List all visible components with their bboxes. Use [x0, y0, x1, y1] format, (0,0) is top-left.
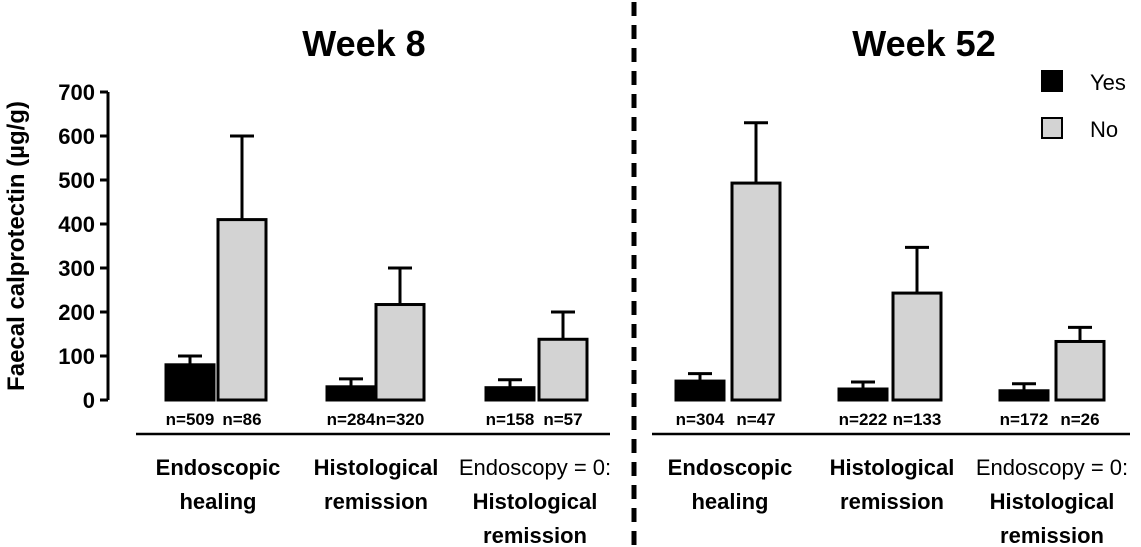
- bar-p0-g2-yes: [484, 386, 536, 402]
- group-label-p0-g1-line0: Histological: [314, 455, 439, 480]
- labels-layer: n=509 n=86 Endoscopic healing n=284 n=320 Hist…: [156, 410, 1128, 547]
- legend-label-no: No: [1090, 117, 1118, 142]
- y-tick-label: 500: [58, 168, 95, 193]
- bar-p0-g1-yes: [325, 385, 377, 402]
- n-label-p0-g1-no: n=320: [376, 410, 425, 429]
- n-label-p1-g0-yes: n=304: [676, 410, 725, 429]
- n-label-p1-g2-no: n=26: [1060, 410, 1099, 429]
- group-label-p1-g0-line1: healing: [691, 489, 768, 514]
- y-tick-label: 200: [58, 300, 95, 325]
- n-label-p0-g1-yes: n=284: [327, 410, 376, 429]
- n-label-p0-g0-no: n=86: [222, 410, 261, 429]
- group-label-p1-g2-line1: Histological: [990, 489, 1115, 514]
- n-label-p1-g2-yes: n=172: [1000, 410, 1049, 429]
- group-label-p1-g1-line0: Histological: [830, 455, 955, 480]
- bar-p1-g2-no: [1054, 339, 1106, 402]
- bar-p1-g2-yes: [998, 389, 1050, 402]
- y-axis-label: Faecal calprotectin (µg/g): [3, 101, 30, 391]
- group-label-p0-g0-line1: healing: [179, 489, 256, 514]
- y-axis-ticks: 0 100 200 300 400 500 600 700: [58, 80, 108, 413]
- group-label-p1-g1-line1: remission: [840, 489, 944, 514]
- n-label-p1-g1-no: n=133: [893, 410, 942, 429]
- group-label-p1-g0-line0: Endoscopic: [668, 455, 793, 480]
- legend-swatch-no: [1041, 117, 1063, 139]
- group-label-p0-g1-line1: remission: [324, 489, 428, 514]
- n-label-p0-g0-yes: n=509: [166, 410, 215, 429]
- n-label-p0-g2-yes: n=158: [486, 410, 535, 429]
- bar-p0-g0-yes: [164, 363, 216, 402]
- legend-swatch-yes: [1041, 70, 1063, 92]
- panel-title-week-52: Week 52: [852, 23, 995, 64]
- bar-p1-g1-no: [891, 291, 943, 402]
- group-label-p0-g0-line0: Endoscopic: [156, 455, 281, 480]
- group-label-p0-g2-line0: Endoscopy = 0:: [459, 455, 611, 480]
- n-label-p0-g2-no: n=57: [543, 410, 582, 429]
- y-tick-label: 600: [58, 124, 95, 149]
- n-label-p1-g1-yes: n=222: [839, 410, 888, 429]
- y-tick-label: 100: [58, 344, 95, 369]
- group-label-p0-g2-line1: Histological: [473, 489, 598, 514]
- bar-p0-g2-no: [537, 337, 589, 402]
- bar-p1-g0-yes: [674, 379, 726, 402]
- y-tick-label: 700: [58, 80, 95, 105]
- bars-layer: [164, 121, 1106, 402]
- y-tick-label: 300: [58, 256, 95, 281]
- bar-p1-g0-no: [730, 181, 782, 402]
- y-tick-label: 400: [58, 212, 95, 237]
- panel-title-week-8: Week 8: [302, 23, 425, 64]
- bar-p1-g1-yes: [837, 387, 889, 402]
- group-label-p1-g2-line2: remission: [1000, 523, 1104, 547]
- group-label-p1-g2-line0: Endoscopy = 0:: [976, 455, 1128, 480]
- bar-p0-g1-no: [374, 303, 426, 402]
- n-label-p1-g0-no: n=47: [736, 410, 775, 429]
- bar-p0-g0-no: [216, 218, 268, 402]
- y-tick-label: 0: [83, 388, 95, 413]
- legend-label-yes: Yes: [1090, 70, 1126, 95]
- group-label-p0-g2-line2: remission: [483, 523, 587, 547]
- legend: Yes No: [1041, 70, 1126, 142]
